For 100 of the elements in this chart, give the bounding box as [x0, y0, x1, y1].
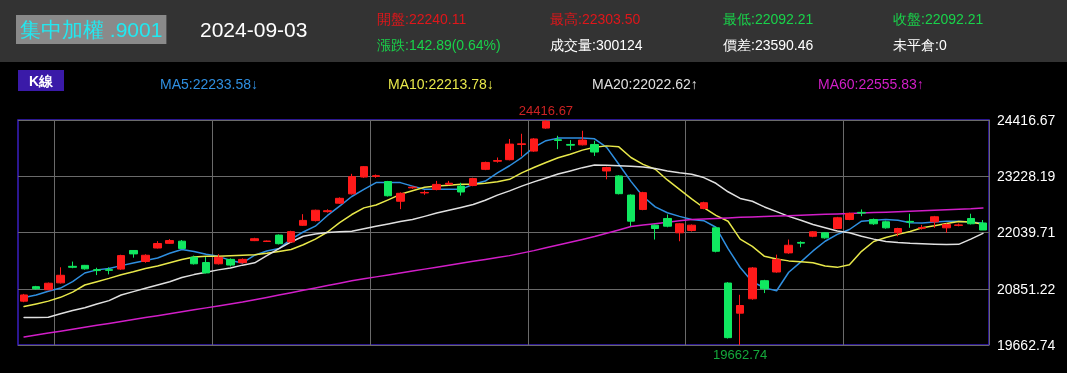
chart-title: 集中加權 .9001: [20, 18, 163, 41]
candlestick: [32, 285, 40, 291]
candlestick: [165, 238, 174, 245]
candlestick: [299, 213, 307, 227]
text: MA60:22555.83↑: [818, 76, 924, 92]
candlestick: [348, 173, 356, 195]
text: 價差:23590.46: [723, 37, 814, 53]
text: 最低:22092.21: [723, 11, 814, 27]
candlestick: [784, 239, 793, 255]
y-tick-label: 24416.67: [997, 112, 1056, 128]
candlestick: [772, 254, 781, 274]
candlestick: [68, 261, 77, 269]
candlestick: [517, 133, 526, 157]
text: 收盤:22092.21: [893, 11, 984, 27]
candlestick: [845, 212, 854, 221]
candlestick: [797, 240, 805, 248]
text: 成交量:300124: [550, 37, 643, 53]
candlestick: [651, 223, 659, 241]
annotation: 24416.67: [518, 103, 574, 118]
candlestick: [335, 196, 344, 205]
candlestick: [457, 182, 465, 197]
candlestick: [214, 253, 223, 266]
candlestick: [578, 130, 587, 146]
candlestick: [129, 249, 138, 259]
text: 最高:22303.50: [550, 11, 641, 27]
candlestick: [311, 209, 320, 222]
candlestick: [530, 137, 538, 153]
line-series: [23, 164, 984, 319]
candlestick: [153, 240, 162, 249]
candlestick: [275, 233, 283, 245]
candlestick: [602, 166, 611, 180]
candlestick: [117, 254, 125, 271]
y-tick-label: 20851.22: [997, 280, 1056, 297]
candlestick: [566, 139, 575, 151]
candlestick: [44, 282, 53, 291]
candlestick: [445, 180, 453, 186]
y-tick-label: 22039.71: [997, 224, 1056, 241]
candlestick: [857, 208, 866, 217]
candlestick: [505, 138, 514, 161]
candlestick: [56, 266, 65, 285]
candlestick: [675, 222, 684, 242]
candlestick: [81, 264, 89, 271]
candlestick: [408, 185, 417, 190]
chart-subtitle: 2024-09-03: [200, 18, 308, 41]
candlestick: [590, 140, 599, 157]
candlestick: [869, 218, 878, 226]
candlestick: [554, 135, 562, 150]
candlestick: [930, 215, 939, 229]
annotation: 19662.74: [713, 347, 768, 362]
candlestick: [700, 201, 708, 210]
text: MA5:22233.58↓: [160, 76, 259, 92]
line-series: [23, 207, 984, 338]
candlestick: [420, 190, 429, 196]
candlestick: [93, 267, 101, 276]
text: MA10:22213.78↓: [388, 76, 494, 92]
candlestick: [287, 230, 295, 244]
candlestick: [493, 156, 502, 164]
candlestick: [250, 237, 259, 242]
candlestick: [712, 226, 720, 253]
candlestick: [918, 224, 926, 231]
candlestick: [432, 180, 441, 191]
candlestick: [833, 216, 842, 230]
y-tick-label: 19662.74: [997, 337, 1056, 353]
candlestick: [663, 213, 672, 228]
candlestick: [724, 281, 732, 339]
candlestick: [372, 174, 380, 179]
y-tick-label: 23228.19: [997, 168, 1056, 185]
candlestick: [894, 227, 902, 237]
candlestick: [360, 165, 368, 179]
candlestick: [967, 213, 975, 225]
candlestick: [639, 191, 647, 211]
candlestick: [190, 255, 198, 266]
candlestick: [979, 219, 987, 231]
candlestick: [141, 253, 150, 264]
candlestick: [542, 119, 550, 130]
candlestick: [226, 257, 235, 267]
candlestick: [821, 231, 829, 240]
candlestick: [323, 208, 332, 214]
text: 未平倉:0: [893, 37, 947, 53]
candlestick: [942, 222, 951, 234]
text: 開盤:22240.11: [377, 11, 467, 27]
candlestick: [20, 293, 28, 303]
candlestick: [263, 240, 271, 243]
candlestick: [809, 230, 817, 238]
candlestick: [760, 279, 769, 294]
candlestick: [615, 174, 623, 195]
candlestick: [906, 213, 914, 229]
candlestick: [954, 222, 963, 227]
candlestick: [687, 223, 696, 233]
text: MA20:22022.62↑: [592, 76, 698, 92]
candlestick: [748, 266, 757, 301]
candlestick: [384, 180, 392, 198]
candlestick: [736, 294, 744, 346]
candlestick: [882, 220, 890, 230]
candlestick: [481, 161, 490, 171]
candlestick: [396, 191, 405, 210]
candlestick: [202, 256, 210, 274]
candlestick: [105, 266, 113, 275]
text: 漲跌:142.89(0.64%): [377, 37, 501, 53]
candlestick: [627, 193, 635, 227]
